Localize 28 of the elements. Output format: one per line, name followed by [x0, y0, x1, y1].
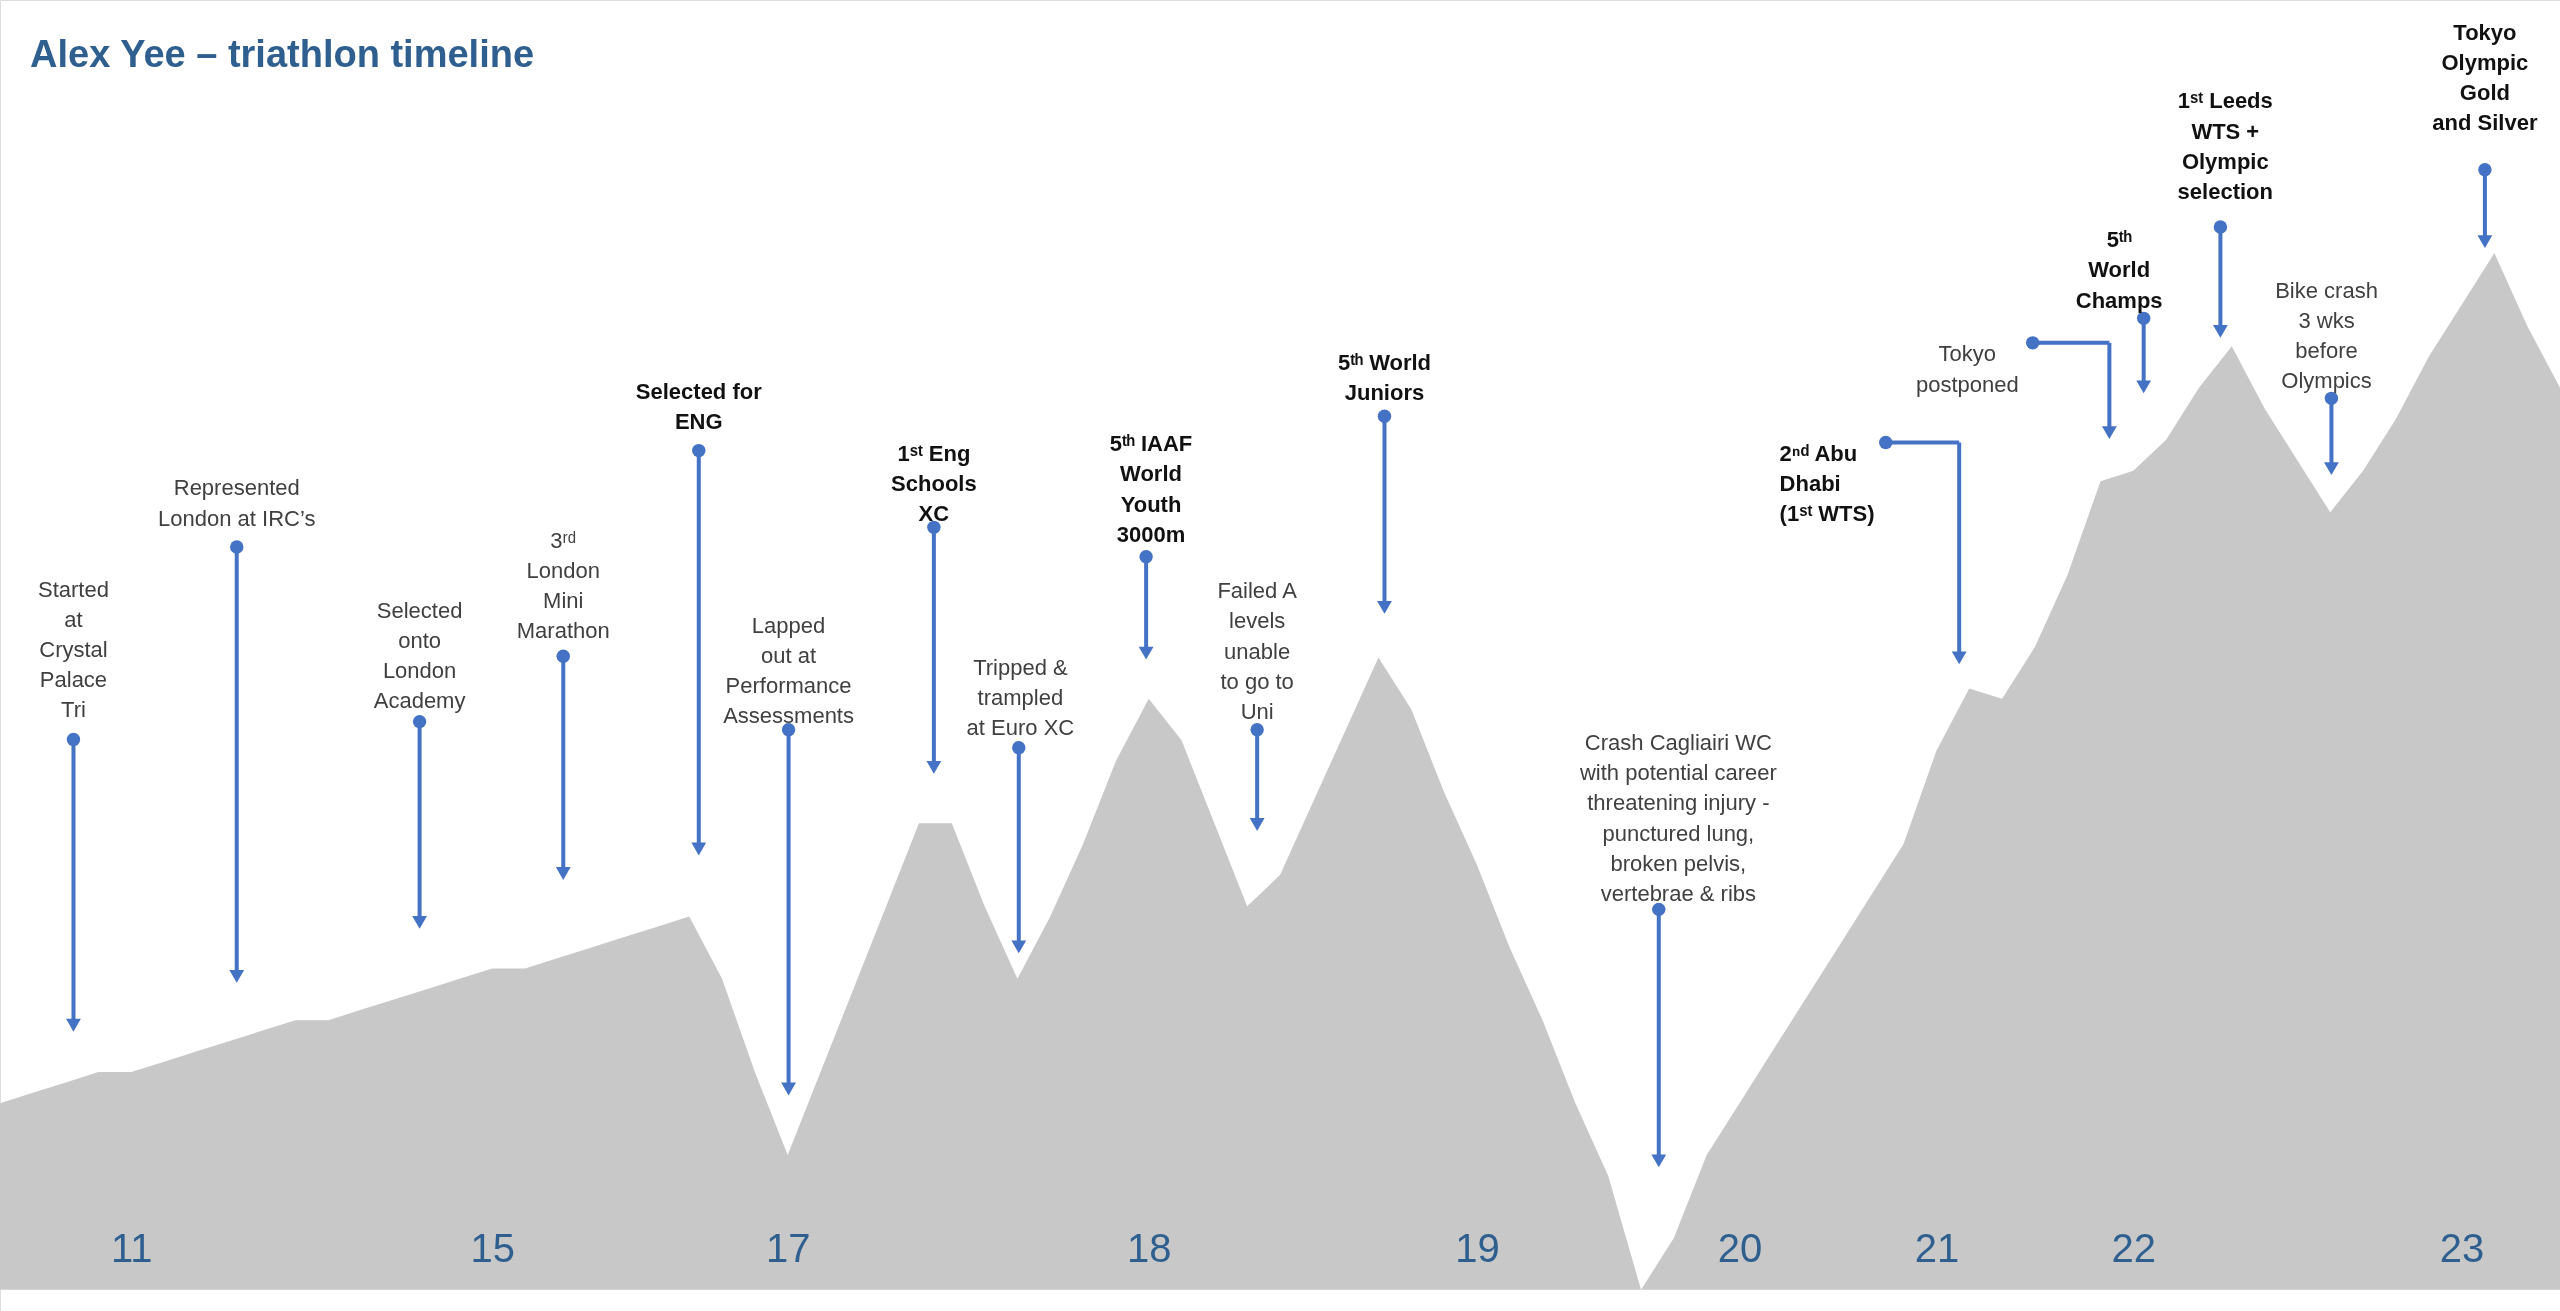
- chart-title: Alex Yee – triathlon timeline: [30, 33, 535, 75]
- text: 1ˢᵗ Leeds WTS + Olympic selection: [2177, 88, 2273, 205]
- x-tick-label: 22: [2111, 1225, 2157, 1270]
- x-tick-label: 18: [1126, 1225, 1172, 1270]
- annotation: Tripped & trampled at Euro XC: [966, 654, 1075, 741]
- annotation: 1ˢᵗ Eng Schools XC: [891, 441, 977, 527]
- annotation: 5ᵗʰ IAAF World Youth 3000m: [1109, 431, 1193, 547]
- annotation: Tokyo postponed: [1915, 341, 2019, 397]
- x-tick-label: 21: [1914, 1225, 1960, 1270]
- x-tick-label: 17: [765, 1225, 811, 1270]
- text: Tokyo Olympic Gold and Silver: [2432, 19, 2538, 136]
- annotation: 2ⁿᵈ Abu Dhabi (1ˢᵗ WTS): [1779, 441, 1875, 527]
- annotation: 5ᵗʰ World Champs: [2075, 227, 2163, 313]
- annotation: Crash Cagliairi WC with potential career threatening injury - punctured lung, broken pelvis, vertebrae & ribs: [1578, 730, 1777, 907]
- x-tick-label: 15: [470, 1225, 516, 1270]
- annotation: Selected for ENG: [635, 379, 763, 435]
- annotation: 3ʳᵈ London Mini Marathon: [516, 527, 610, 644]
- annotation: Represented London at IRC’s: [158, 475, 316, 531]
- x-tick-label: 11: [111, 1225, 153, 1270]
- annotation: Lapped out at Performance Assessments: [723, 612, 854, 729]
- annotation: Failed A levels unable to go to Uni: [1217, 578, 1298, 725]
- x-tick-label: 20: [1717, 1225, 1763, 1270]
- annotation: Started at Crystal Palace Tri: [38, 576, 109, 723]
- annotation: 5ᵗʰ World Juniors: [1337, 349, 1432, 405]
- annotation: Bike crash 3 wks before Olympics: [2275, 277, 2378, 394]
- annotation: Selected onto London Academy: [373, 597, 466, 714]
- x-tick-label: 19: [1455, 1225, 1500, 1270]
- x-tick-label: 23: [2439, 1225, 2485, 1270]
